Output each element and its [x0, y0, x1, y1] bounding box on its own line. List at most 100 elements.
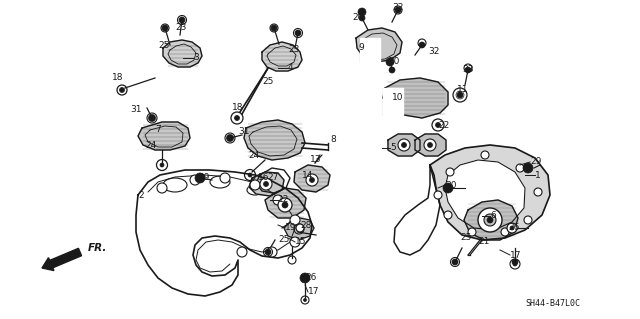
Circle shape — [484, 214, 496, 226]
Circle shape — [290, 215, 300, 225]
Text: 32: 32 — [428, 48, 440, 56]
Circle shape — [227, 135, 234, 142]
Polygon shape — [249, 172, 284, 196]
Text: 15: 15 — [295, 238, 307, 247]
Circle shape — [507, 223, 517, 233]
Text: 21: 21 — [478, 238, 490, 247]
Circle shape — [260, 178, 272, 190]
Circle shape — [389, 67, 395, 73]
Text: FR.: FR. — [88, 243, 108, 253]
Text: 13: 13 — [310, 155, 321, 165]
Text: 31: 31 — [130, 106, 141, 115]
Circle shape — [296, 224, 304, 232]
Circle shape — [250, 180, 260, 190]
Polygon shape — [464, 200, 518, 240]
Circle shape — [428, 143, 433, 147]
Circle shape — [523, 163, 533, 173]
Text: 17: 17 — [308, 287, 319, 296]
Circle shape — [419, 42, 425, 48]
Circle shape — [457, 92, 463, 98]
Text: 26: 26 — [508, 224, 520, 233]
Circle shape — [510, 226, 514, 230]
Polygon shape — [262, 42, 302, 71]
Circle shape — [401, 143, 406, 147]
Text: 24: 24 — [248, 151, 259, 160]
FancyArrow shape — [42, 248, 81, 271]
Polygon shape — [430, 145, 550, 240]
Text: 19: 19 — [285, 224, 296, 233]
Circle shape — [453, 88, 467, 102]
Circle shape — [120, 87, 125, 93]
Circle shape — [478, 208, 502, 232]
Text: 18: 18 — [232, 103, 243, 113]
Circle shape — [424, 139, 436, 151]
Polygon shape — [383, 88, 403, 115]
Text: 16: 16 — [258, 174, 269, 182]
Circle shape — [303, 299, 307, 301]
Circle shape — [282, 202, 288, 208]
Circle shape — [267, 247, 277, 257]
Circle shape — [524, 216, 532, 224]
Circle shape — [150, 116, 154, 120]
Circle shape — [446, 168, 454, 176]
Polygon shape — [388, 134, 420, 156]
Circle shape — [300, 273, 310, 283]
Circle shape — [179, 17, 185, 23]
Text: 33: 33 — [462, 65, 474, 75]
Text: 11: 11 — [457, 85, 468, 94]
Text: 24: 24 — [145, 140, 156, 150]
Circle shape — [265, 249, 271, 255]
Polygon shape — [163, 40, 202, 67]
Polygon shape — [284, 218, 314, 240]
Circle shape — [295, 30, 301, 36]
Text: 6: 6 — [490, 211, 496, 220]
Text: 10: 10 — [392, 93, 403, 101]
Circle shape — [148, 115, 156, 122]
Circle shape — [395, 7, 401, 13]
Text: 23: 23 — [288, 46, 300, 55]
Text: 7: 7 — [155, 125, 161, 135]
Circle shape — [234, 115, 239, 121]
Circle shape — [190, 175, 200, 185]
Text: 5: 5 — [390, 144, 396, 152]
Text: 14: 14 — [302, 170, 314, 180]
Text: 17: 17 — [510, 250, 522, 259]
Text: 22: 22 — [438, 121, 449, 130]
Polygon shape — [294, 165, 330, 192]
Circle shape — [248, 173, 252, 177]
Polygon shape — [383, 78, 448, 118]
Circle shape — [398, 139, 410, 151]
Circle shape — [465, 67, 471, 73]
Text: 32: 32 — [392, 4, 403, 12]
Circle shape — [195, 173, 205, 183]
Circle shape — [432, 119, 444, 131]
Text: 25: 25 — [158, 41, 170, 49]
Circle shape — [271, 25, 277, 31]
Text: 8: 8 — [330, 136, 336, 145]
Circle shape — [290, 237, 300, 247]
Circle shape — [359, 15, 365, 21]
Text: 23: 23 — [175, 24, 186, 33]
Text: 9: 9 — [358, 43, 364, 53]
Text: 20: 20 — [388, 57, 399, 66]
Text: 28: 28 — [300, 220, 312, 229]
Circle shape — [306, 174, 318, 186]
Text: 20: 20 — [352, 13, 364, 23]
Text: 25: 25 — [262, 78, 273, 86]
Circle shape — [220, 173, 230, 183]
Circle shape — [516, 164, 524, 172]
Circle shape — [481, 151, 489, 159]
Text: SH44-B47L0C: SH44-B47L0C — [525, 299, 580, 308]
Circle shape — [386, 58, 394, 66]
Circle shape — [273, 195, 283, 205]
Circle shape — [468, 228, 476, 236]
Text: 12: 12 — [278, 196, 289, 204]
Text: 27: 27 — [267, 174, 278, 182]
Circle shape — [358, 8, 366, 16]
Circle shape — [501, 228, 509, 236]
Polygon shape — [360, 38, 380, 62]
Circle shape — [162, 25, 168, 31]
Circle shape — [443, 183, 453, 193]
Circle shape — [264, 182, 269, 187]
Polygon shape — [356, 28, 402, 62]
